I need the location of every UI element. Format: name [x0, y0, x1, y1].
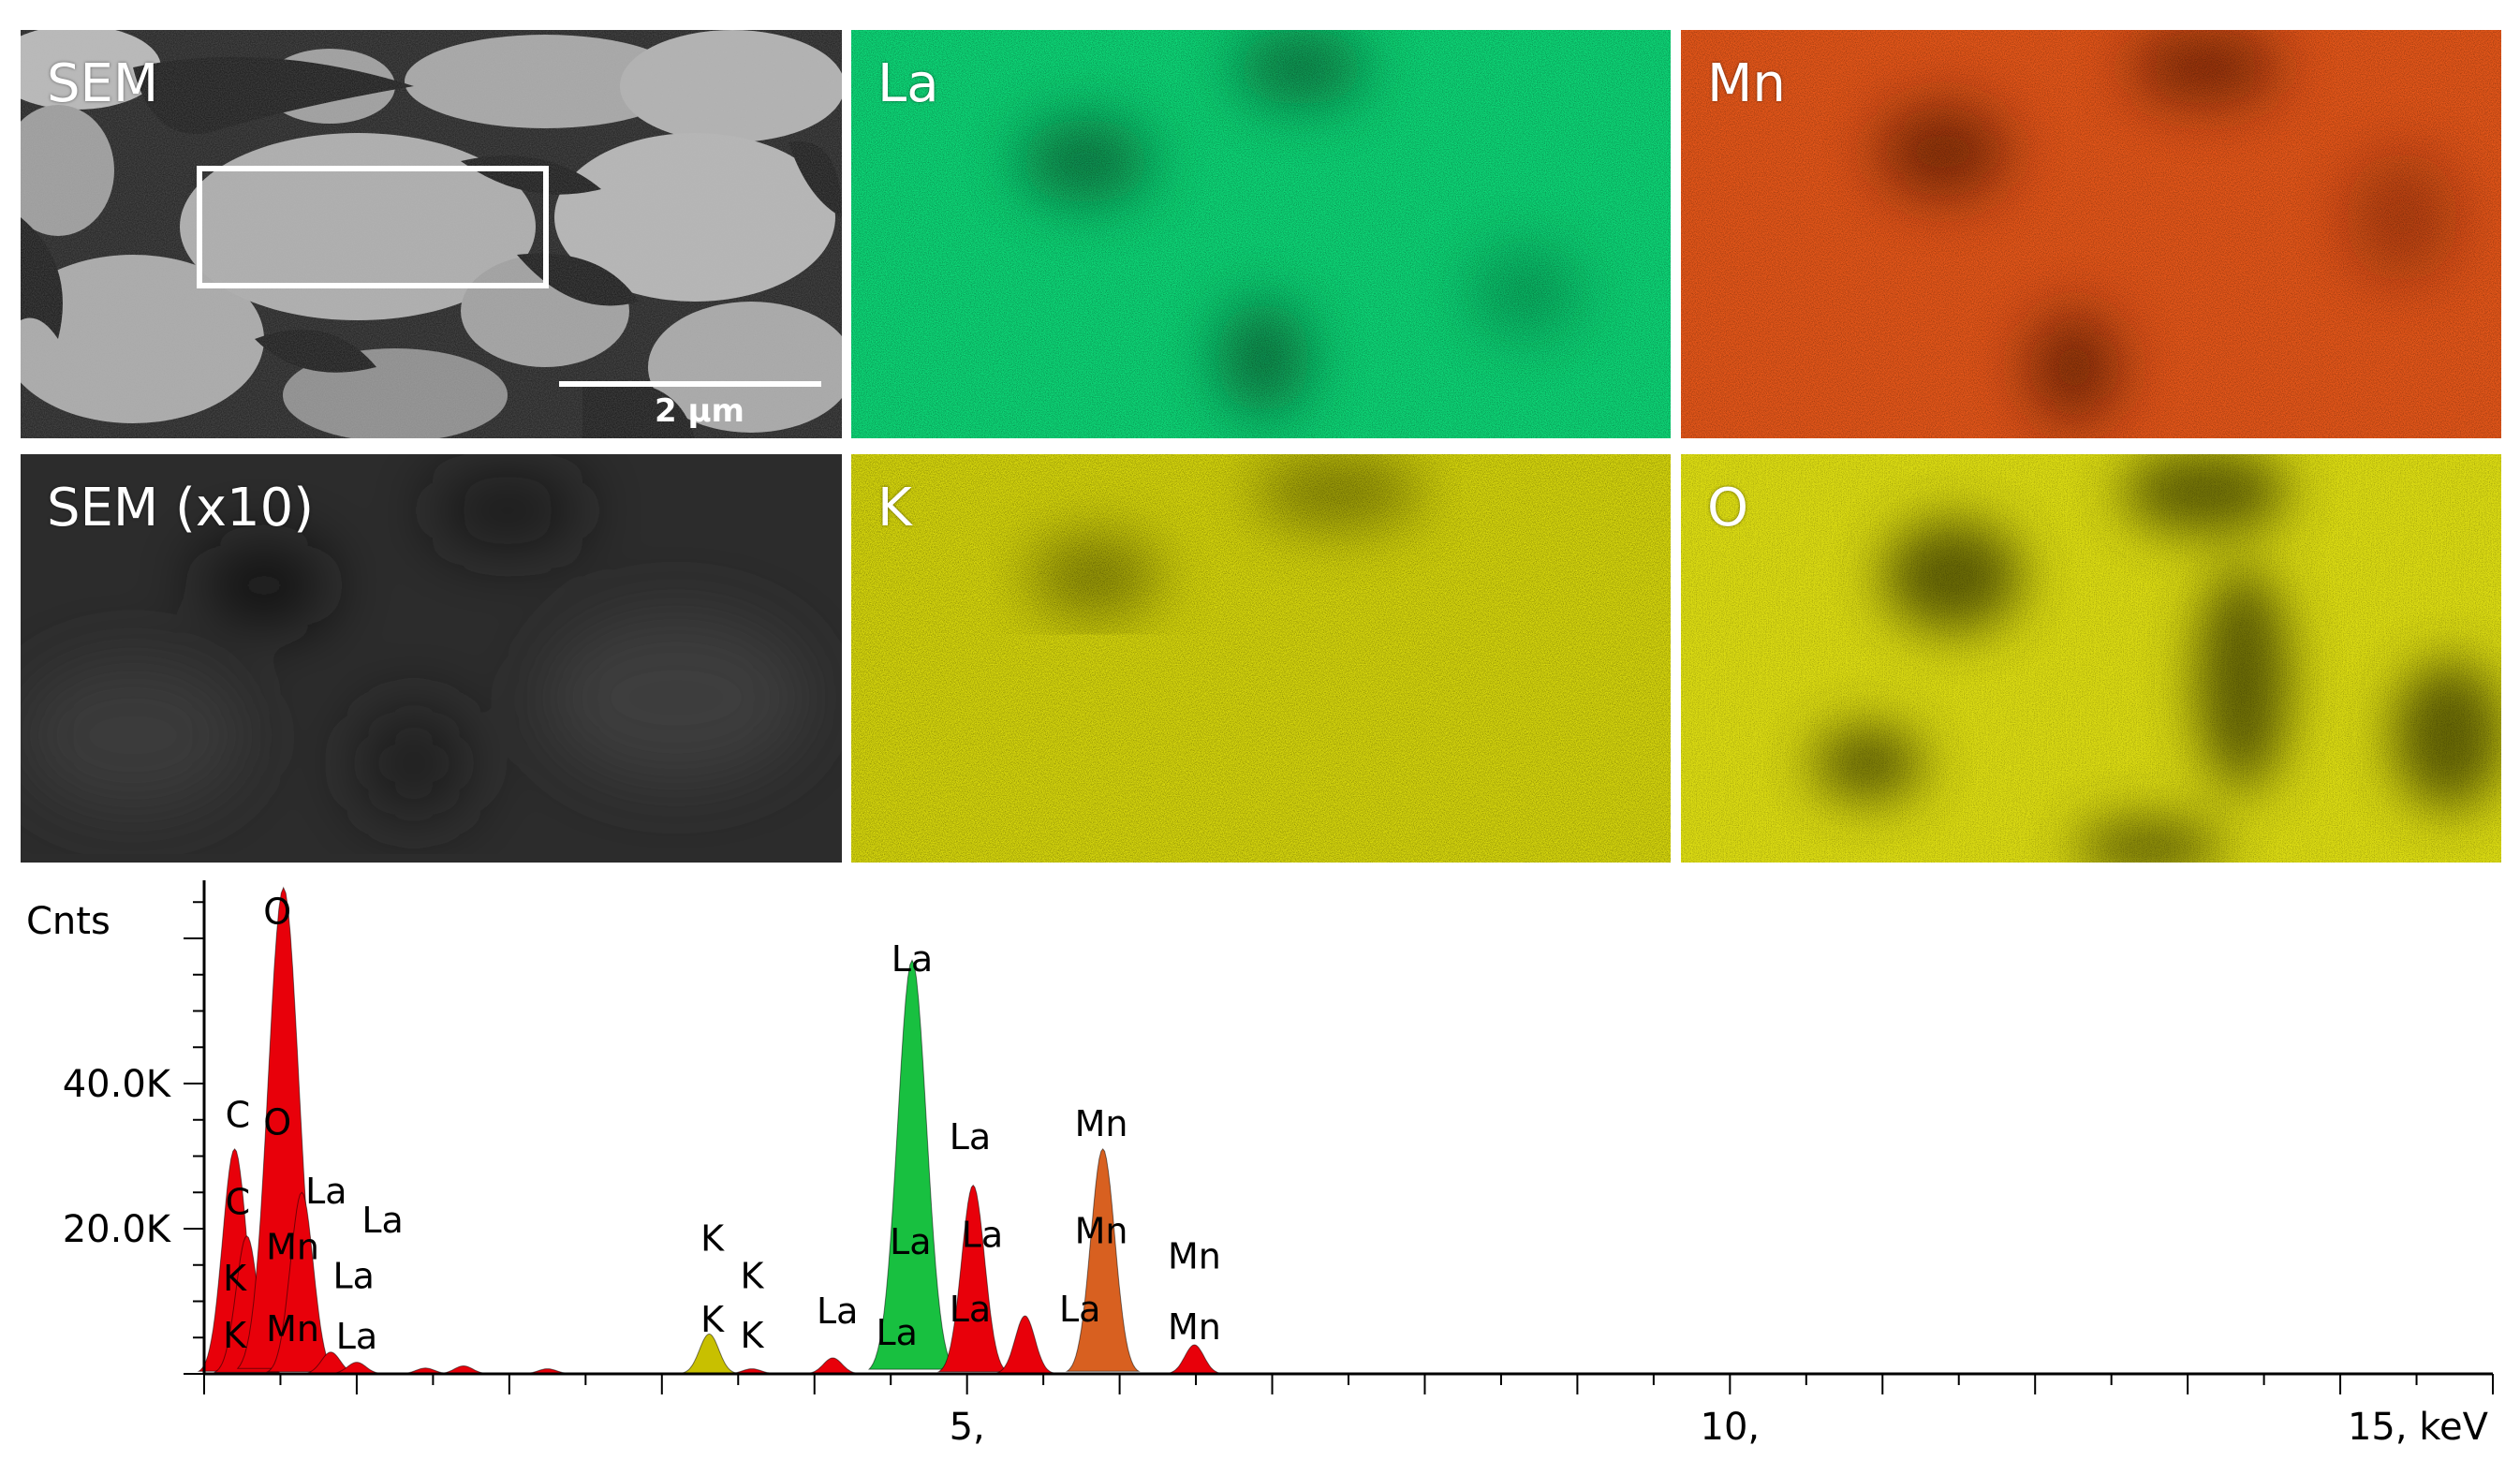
- spectrum-peak: [680, 1333, 739, 1374]
- spectrum-peak: [1065, 1147, 1141, 1372]
- panel-label-o: O: [1707, 478, 1749, 538]
- peak-element-label: K: [223, 1315, 247, 1356]
- peak-element-label: Mn: [1075, 1103, 1128, 1144]
- peak-element-label: K: [740, 1256, 764, 1297]
- sem-image-panel: 2 μm SEM: [21, 30, 842, 438]
- panel-label-la: La: [877, 53, 939, 114]
- k-map-panel: K: [851, 454, 1671, 863]
- peak-element-label: La: [305, 1171, 346, 1212]
- o-map-panel: O: [1681, 454, 2501, 863]
- peak-element-label: O: [263, 892, 291, 933]
- x-tick-label: 15, keV: [2348, 1406, 2489, 1449]
- peak-element-label: Mn: [1075, 1211, 1128, 1252]
- x-tick-label: 10,: [1701, 1406, 1761, 1449]
- peak-element-label: La: [332, 1256, 374, 1297]
- peak-element-label: Mn: [266, 1308, 319, 1350]
- mn-map-panel: Mn: [1681, 30, 2501, 438]
- panel-label-mn: Mn: [1707, 53, 1786, 114]
- spectrum-peak: [936, 1184, 1009, 1373]
- spectrum-peak: [804, 1357, 862, 1375]
- peak-element-label: La: [1059, 1289, 1100, 1330]
- scale-bar-label: 2 μm: [655, 392, 744, 430]
- peak-element-label: La: [892, 938, 933, 980]
- peak-element-label: Mn: [1168, 1236, 1221, 1277]
- peak-element-label: O: [263, 1101, 291, 1143]
- peak-element-label: K: [700, 1217, 725, 1259]
- region-of-interest-box: [197, 166, 549, 288]
- y-tick-label: 20.0K: [63, 1208, 172, 1251]
- peak-element-label: La: [817, 1291, 858, 1332]
- peak-element-label: La: [962, 1214, 1003, 1255]
- peak-element-label: C: [226, 1095, 251, 1136]
- panel-label-sem-x10: SEM (x10): [47, 478, 315, 538]
- peak-element-label: La: [890, 1221, 931, 1262]
- x-tick-label: 5,: [950, 1406, 985, 1449]
- peak-element-label: La: [336, 1316, 377, 1357]
- scale-bar: [559, 381, 821, 387]
- spectrum-peak: [867, 959, 957, 1370]
- y-axis-title: Cnts: [26, 900, 111, 943]
- peak-element-label: La: [950, 1116, 991, 1158]
- peak-element-label: C: [226, 1182, 251, 1223]
- peak-element-label: La: [361, 1200, 403, 1241]
- spectrum-peak: [995, 1315, 1055, 1374]
- peak-element-label: La: [876, 1312, 917, 1353]
- peak-element-label: Mn: [1168, 1306, 1221, 1348]
- panel-label-sem: SEM: [47, 53, 159, 114]
- peak-element-label: La: [950, 1289, 991, 1330]
- spectrum-peak: [1165, 1344, 1223, 1375]
- la-map-panel: La: [851, 30, 1671, 438]
- peak-element-label: K: [223, 1258, 247, 1299]
- panel-label-k: K: [877, 478, 912, 538]
- sem-x10-panel: SEM (x10): [21, 454, 842, 863]
- peak-element-label: K: [740, 1315, 764, 1356]
- peak-element-label: K: [700, 1299, 725, 1340]
- y-tick-label: 40.0K: [63, 1063, 172, 1106]
- peak-element-label: Mn: [266, 1227, 319, 1268]
